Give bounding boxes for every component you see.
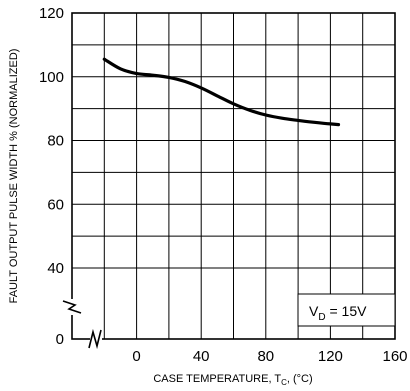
legend-label: VD = 15V	[309, 303, 367, 323]
x-tick-labels: 0 40 80 120 160	[132, 348, 407, 365]
legend-rest: = 15V	[326, 303, 368, 319]
y-tick-label: 80	[47, 133, 64, 150]
y-tick-label: 60	[47, 196, 64, 213]
x-axis-break-mark	[88, 328, 102, 350]
x-axis-title: CASE TEMPERATURE, TC, (°C)	[153, 373, 312, 387]
grid-lines	[72, 13, 395, 339]
x-tick-label: 160	[382, 348, 407, 365]
x-axis-break-gap	[90, 337, 102, 341]
x-tick-label: 0	[132, 348, 140, 365]
y-tick-label: 120	[39, 5, 64, 22]
x-axis-title-unit: , (°C)	[287, 373, 313, 385]
y-tick-label: 0	[56, 331, 64, 348]
y-tick-label: 100	[39, 69, 64, 86]
data-series	[102, 57, 341, 127]
y-axis-break-mark	[62, 300, 82, 314]
axis-break	[62, 299, 102, 350]
x-tick-label: 40	[193, 348, 210, 365]
x-tick-label: 80	[257, 348, 274, 365]
y-tick-label: 40	[47, 260, 64, 277]
x-axis-title-main: CASE TEMPERATURE, T	[153, 373, 281, 385]
legend-sub: D	[318, 312, 325, 323]
x-tick-label: 120	[318, 348, 343, 365]
legend-box: VD = 15V	[297, 293, 396, 327]
legend-main: V	[309, 303, 319, 319]
legend-box-frame	[297, 293, 396, 327]
series-line	[102, 57, 341, 127]
plot-frame	[71, 12, 396, 340]
y-tick-labels: 0 40 60 80 100 120	[39, 5, 64, 348]
x-axis-title-sub: C	[281, 378, 287, 387]
y-axis-title: FAULT OUTPUT PULSE WIDTH % (NORMALIZED)	[8, 49, 20, 304]
